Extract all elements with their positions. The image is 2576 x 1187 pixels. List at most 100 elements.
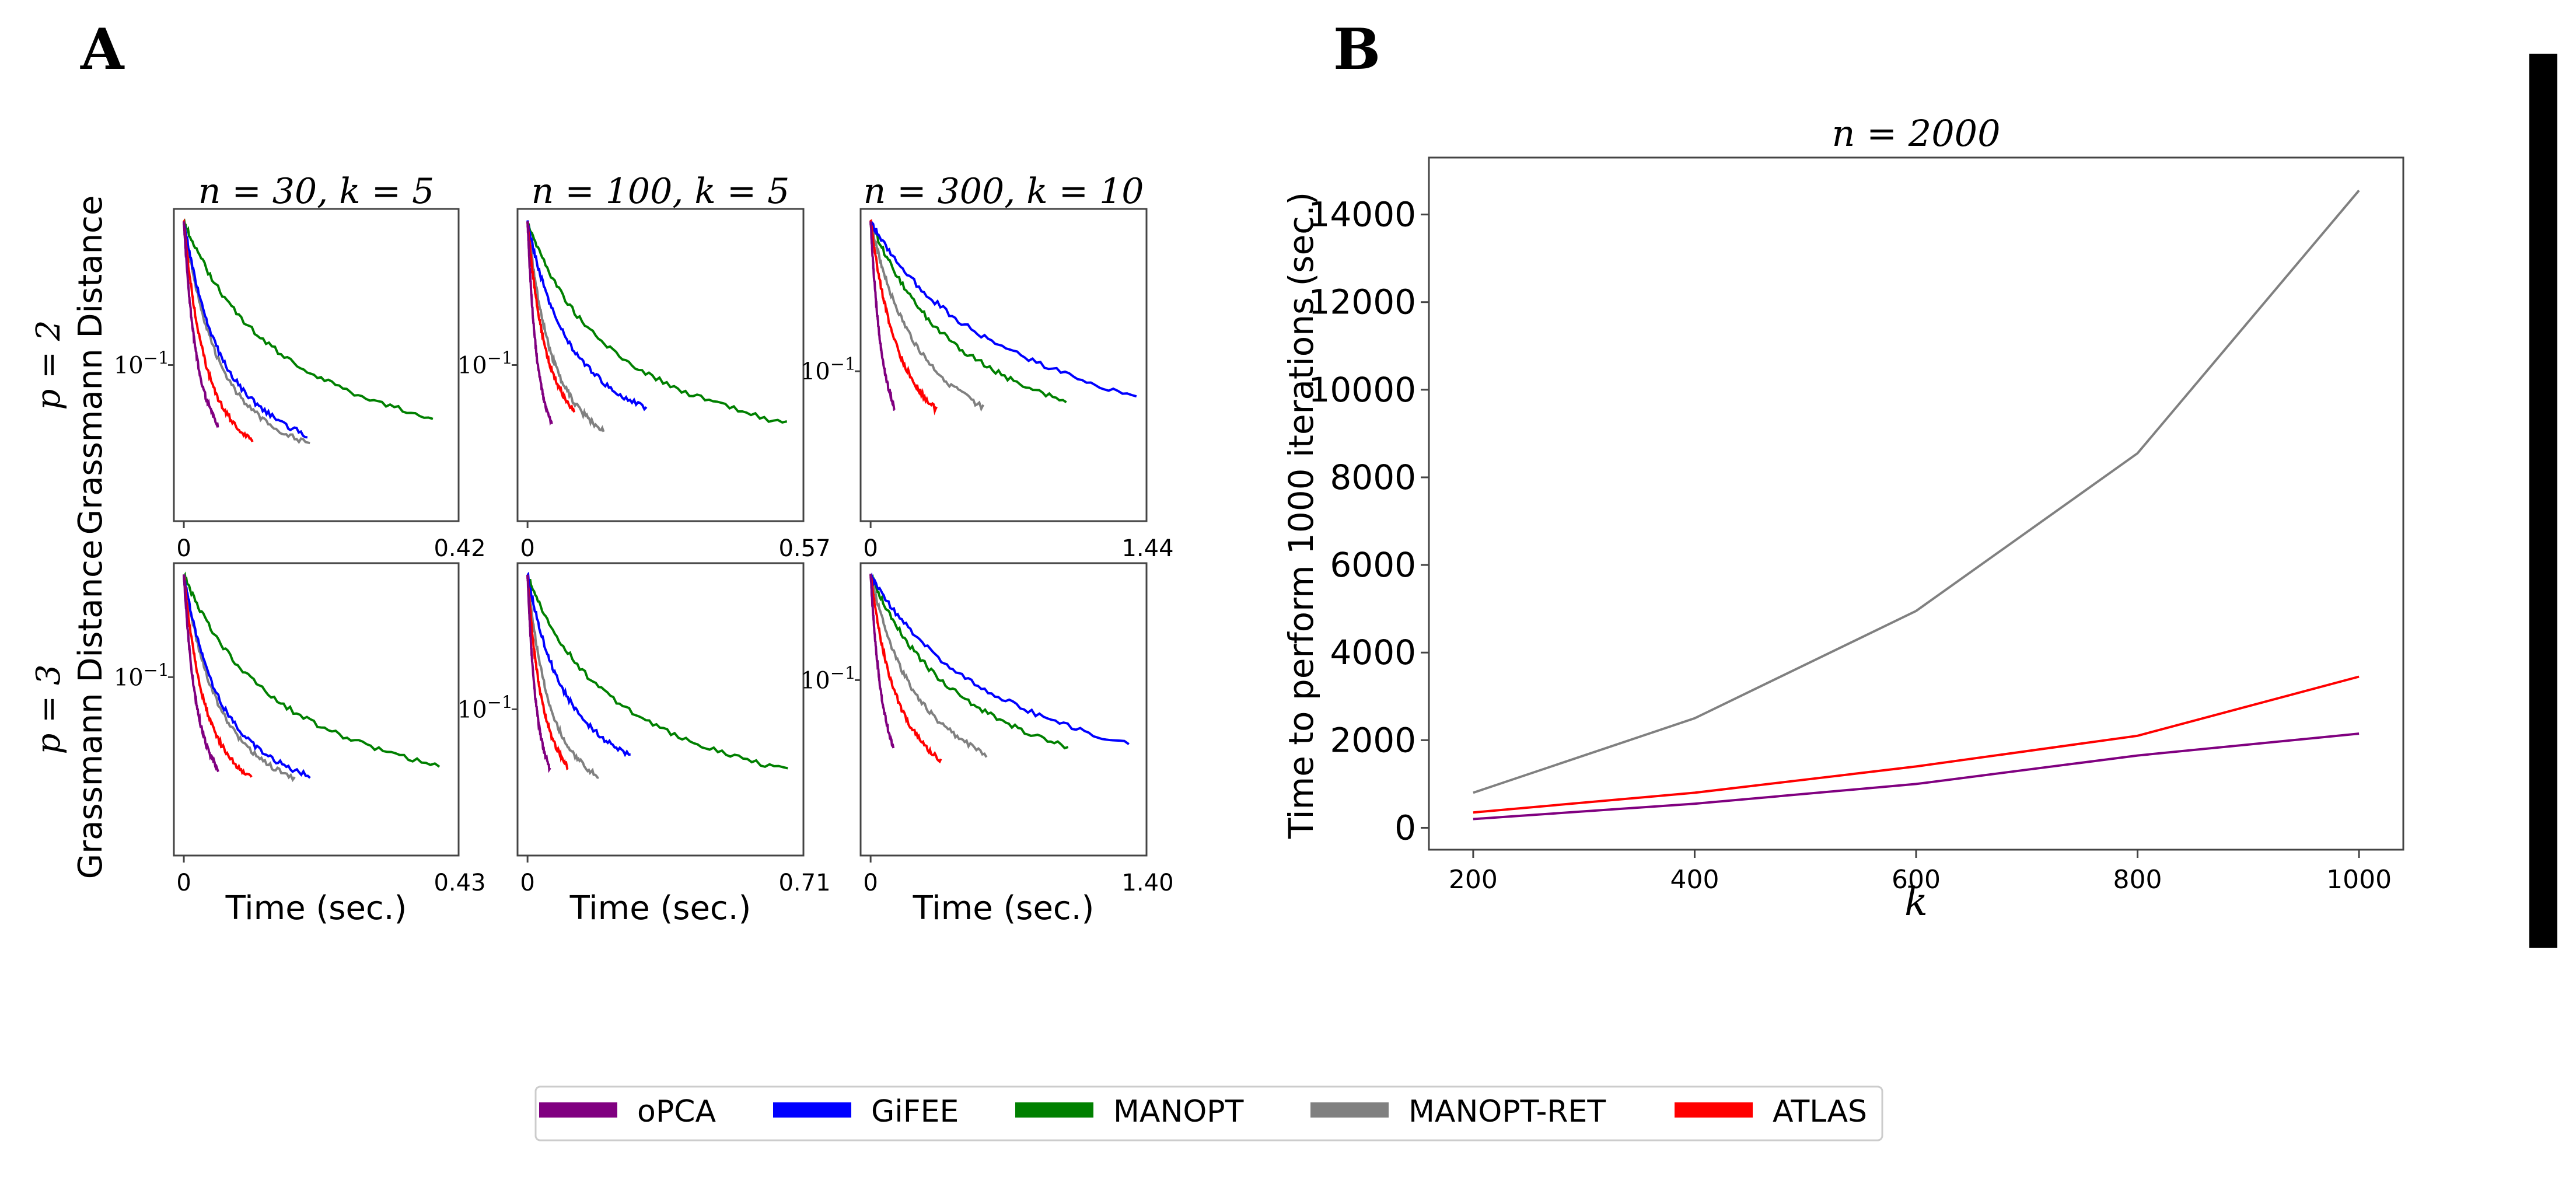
y-axis-label: Time to perform 1000 iterations (sec.): [1281, 192, 1321, 839]
series-line-opca: [1473, 732, 2360, 821]
y-tick-label: 10−1: [114, 348, 169, 379]
col-title: n = 30, k = 5: [198, 171, 435, 212]
series-line-gifee: [526, 220, 648, 411]
series-line-opca: [869, 574, 895, 749]
series-line-gifee: [183, 221, 308, 439]
subplot-frame: [173, 562, 460, 857]
series-line-gifee: [526, 571, 631, 757]
series-line-atlas: [526, 221, 576, 413]
series-line-manopt: [183, 571, 441, 768]
subplot-frame: [859, 562, 1148, 857]
x-axis-label: Time (sec.): [569, 889, 752, 927]
series-line-manopt-ret: [183, 574, 296, 783]
subplot-frame: [173, 208, 460, 522]
edge-black-bar: [2529, 54, 2557, 948]
series-line-manopt: [526, 574, 788, 770]
series-line-manopt: [869, 220, 1067, 403]
x-axis-label: k: [1904, 879, 1928, 924]
legend-label: oPCA: [637, 1094, 716, 1129]
series-line-opca: [183, 221, 219, 428]
y-tick-label: 10−1: [457, 693, 513, 724]
series-line-atlas: [869, 219, 938, 416]
legend-label: MANOPT: [1113, 1094, 1244, 1129]
x-tick-label: 0: [863, 870, 878, 896]
series-line-manopt-ret: [183, 221, 310, 445]
series-line-atlas: [183, 218, 254, 442]
y-tick-label: 10−1: [801, 663, 856, 694]
y-axis-label: Grassmann Distance: [72, 540, 110, 879]
x-tick-label: 800: [2113, 865, 2162, 895]
y-tick-label: 10−1: [457, 348, 513, 379]
x-tick-label: 400: [1670, 865, 1719, 895]
series-line-atlas: [869, 575, 942, 764]
x-axis-label: Time (sec.): [225, 889, 407, 927]
subplot: 0 1.40 10−1 Time (sec.): [801, 562, 1174, 927]
series-line-manopt: [183, 218, 434, 420]
x-tick-label-max: 1.40: [1121, 870, 1173, 896]
legend-label: GiFEE: [871, 1094, 959, 1129]
series-line-opca: [526, 574, 551, 773]
subplot: 0 0.42 10−1: [114, 208, 486, 562]
legend-swatch-gifee: [773, 1102, 851, 1118]
series-line-manopt-ret: [1473, 190, 2360, 794]
x-tick-label-max: 0.42: [434, 535, 485, 562]
subplot-frame: [516, 562, 805, 857]
plot-frame: [1428, 156, 2404, 851]
panel-label-b: B: [1333, 16, 1380, 82]
series-line-gifee: [183, 574, 311, 779]
col-title: n = 100, k = 5: [532, 171, 790, 212]
y-tick-label: 0: [1394, 808, 1416, 847]
series-line-opca: [526, 221, 553, 426]
row-label: p = 2: [30, 320, 68, 410]
legend-swatch-manopt-ret: [1310, 1102, 1389, 1118]
series-line-manopt-ret: [869, 221, 984, 412]
series-line-opca: [183, 574, 219, 773]
y-tick-label: 10−1: [114, 660, 169, 691]
x-tick-label: 0: [176, 870, 191, 896]
panel-a-small-multiples: n = 30, k = 5 n = 100, k = 5 n = 300, k = …: [30, 171, 1174, 927]
series-line-atlas: [1473, 675, 2360, 814]
legend-swatch-atlas: [1675, 1102, 1753, 1118]
y-tick-label: 8000: [1330, 458, 1416, 497]
y-tick-label: 6000: [1330, 545, 1416, 585]
y-tick-label: 2000: [1330, 720, 1416, 760]
series-line-manopt: [526, 221, 788, 424]
x-tick-label-max: 0.57: [778, 535, 830, 562]
x-axis-label: Time (sec.): [913, 889, 1095, 927]
series-line-atlas: [183, 574, 253, 778]
series-line-gifee: [869, 572, 1130, 745]
y-tick-label: 10000: [1308, 370, 1416, 410]
legend-label: MANOPT-RET: [1408, 1094, 1606, 1129]
x-tick-label-max: 1.44: [1121, 535, 1173, 562]
y-tick-label: 10−1: [801, 354, 856, 385]
y-tick-label: 14000: [1308, 195, 1416, 235]
series-line-manopt-ret: [869, 574, 988, 758]
x-tick-label: 0: [176, 535, 191, 562]
panel-label-a: A: [80, 16, 125, 82]
col-title: n = 300, k = 10: [864, 171, 1144, 212]
subplot-frame: [516, 208, 805, 522]
y-tick-label: 12000: [1308, 282, 1416, 322]
y-tick-label: 4000: [1330, 633, 1416, 672]
x-tick-label: 600: [1892, 865, 1941, 895]
legend: oPCA GiFEE MANOPT MANOPT-RET ATLAS: [534, 1085, 1883, 1141]
subplot-frame: [859, 208, 1148, 522]
row-label: p = 3: [30, 665, 68, 755]
legend-swatch-opca: [539, 1102, 617, 1118]
chart-title: n = 2000: [1831, 112, 2000, 155]
x-tick-label-max: 0.43: [434, 870, 485, 896]
subplot: 0 1.44 10−1: [801, 208, 1174, 562]
series-line-opca: [869, 221, 896, 411]
x-tick-label: 0: [863, 535, 878, 562]
y-axis-label: Grassmann Distance: [72, 195, 110, 535]
subplot: 0 0.43 10−1 Time (sec.): [114, 562, 486, 927]
legend-box: [534, 1085, 1883, 1141]
legend-swatch-manopt: [1015, 1102, 1093, 1118]
series-line-manopt: [869, 574, 1069, 750]
x-tick-label: 0: [520, 870, 534, 896]
subplot: 0 0.57 10−1: [457, 208, 831, 562]
series-line-gifee: [869, 221, 1137, 398]
x-tick-label: 1000: [2326, 865, 2392, 895]
